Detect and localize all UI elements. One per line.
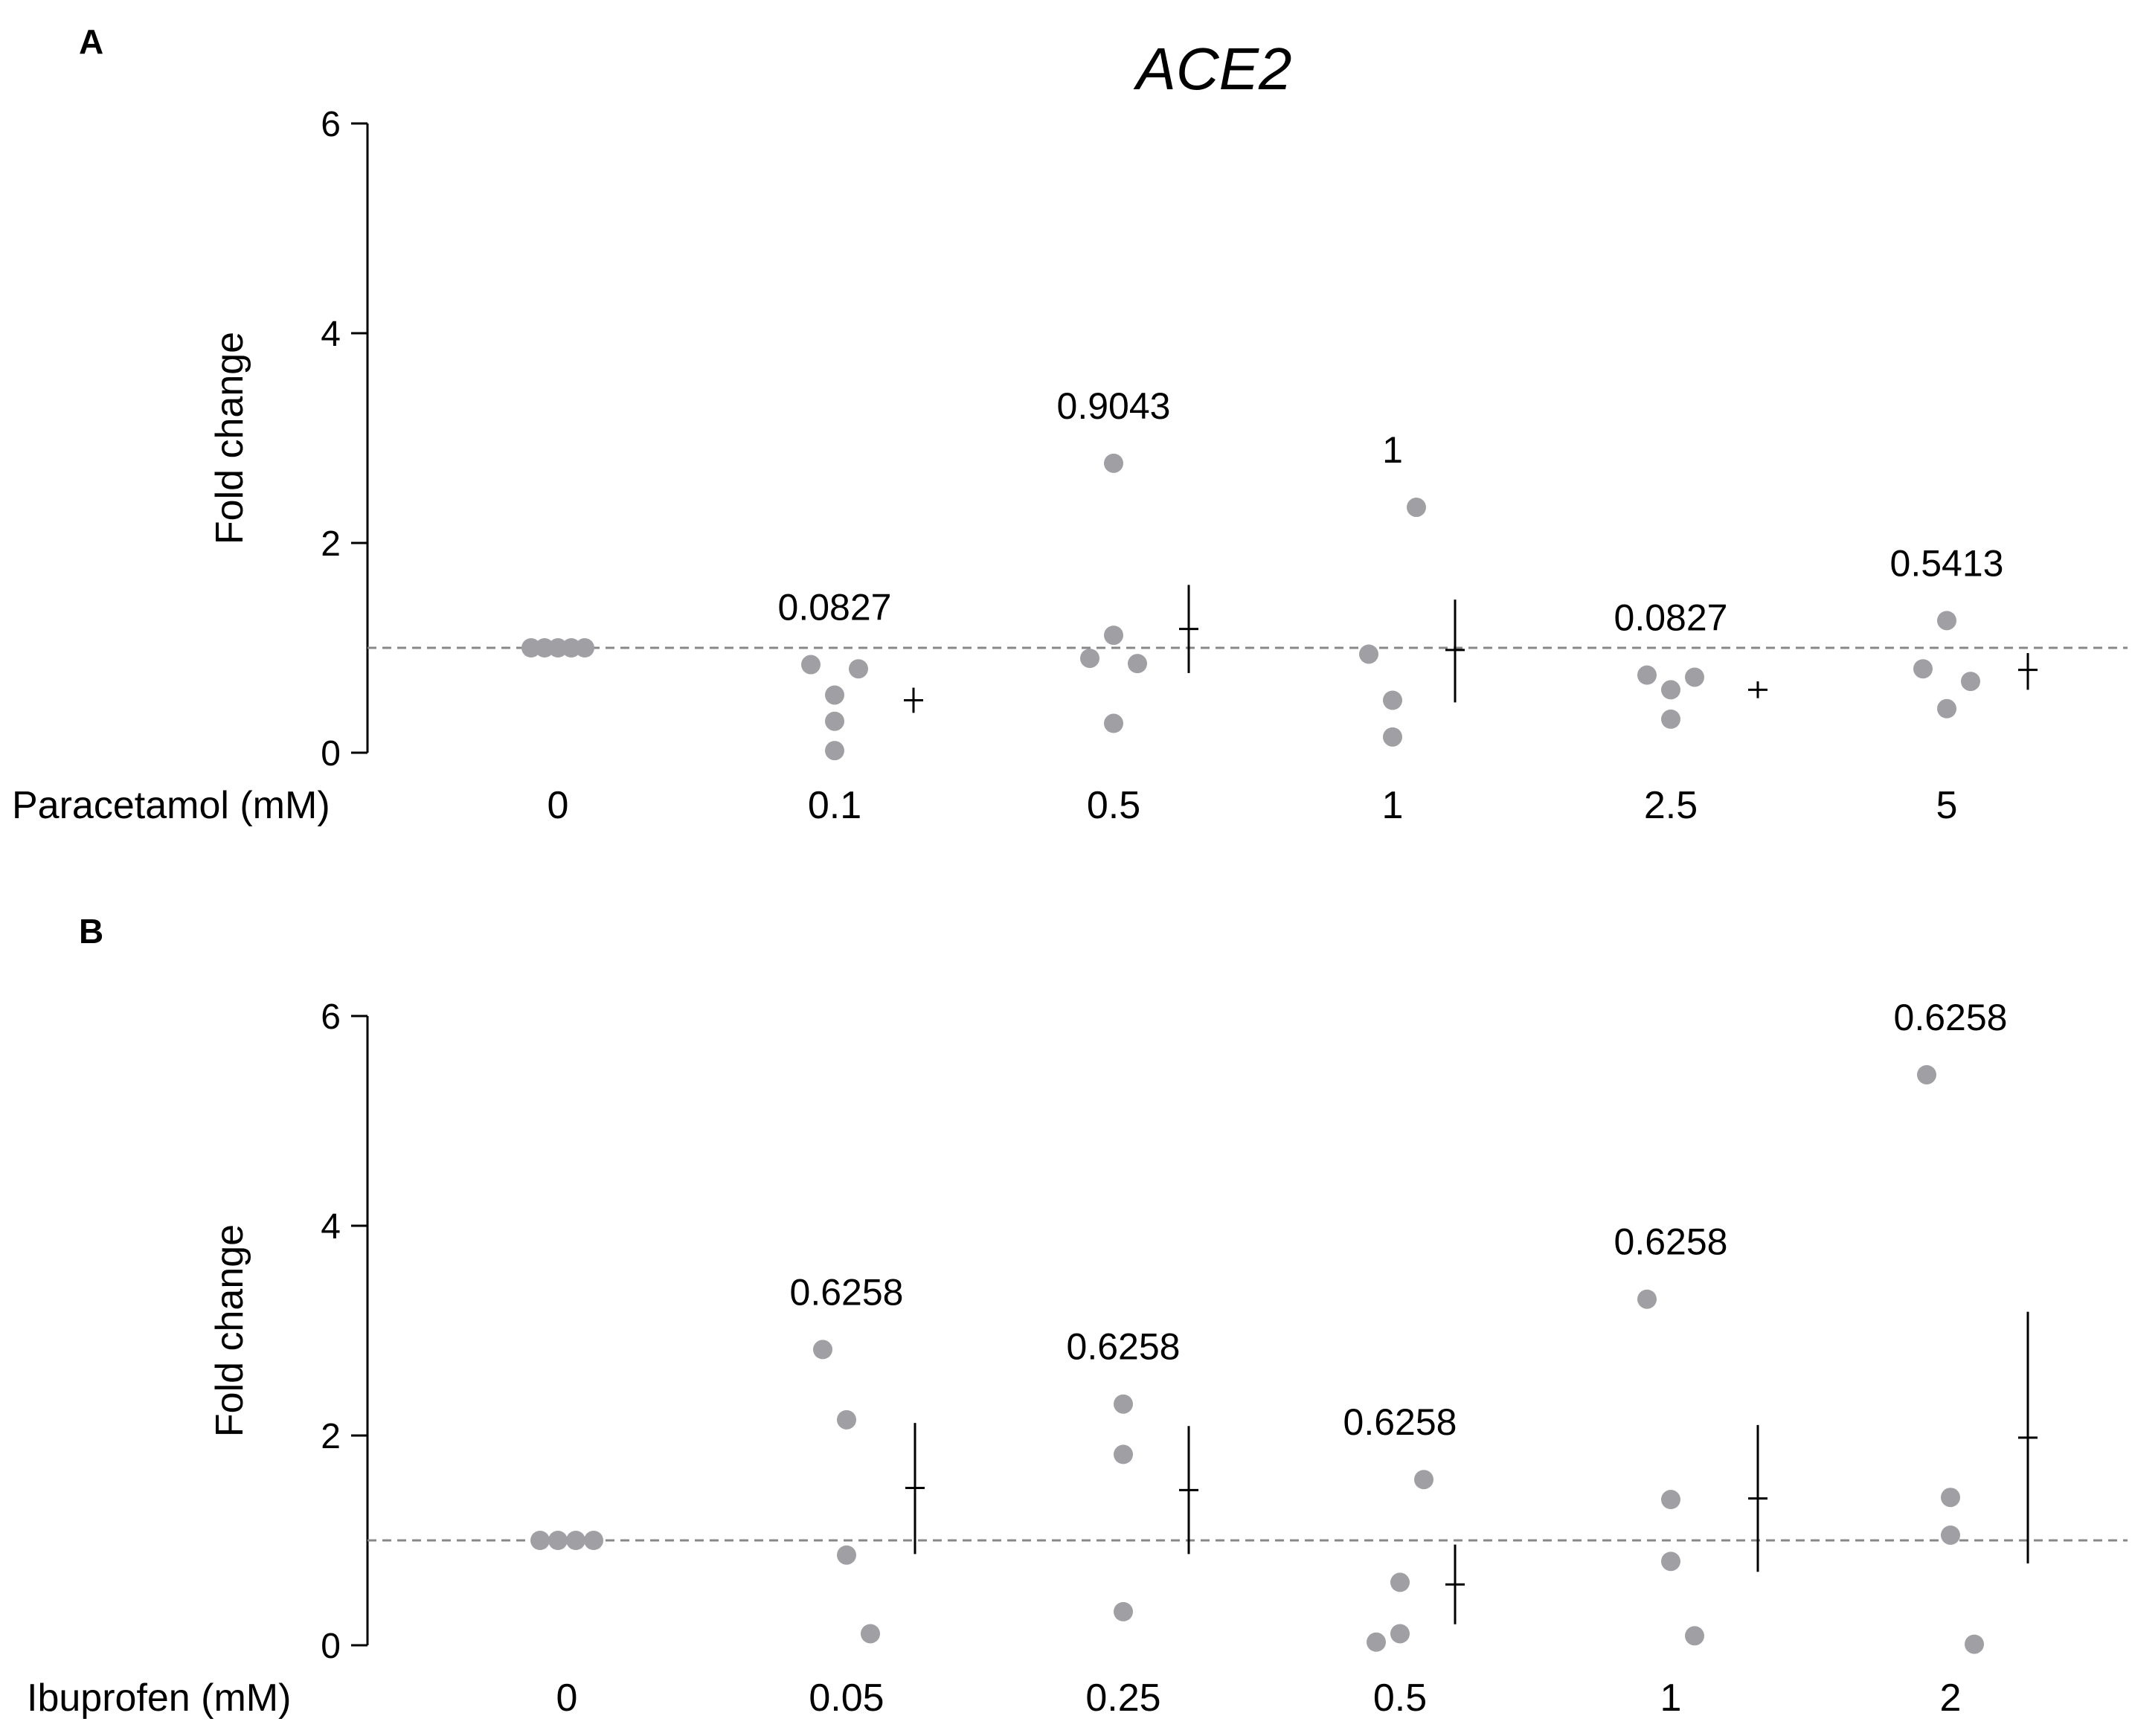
data-point <box>566 1531 585 1550</box>
category-label: 1 <box>1382 784 1404 827</box>
category-label: 0.25 <box>1085 1676 1160 1720</box>
figure-title: ACE2 <box>1134 36 1292 102</box>
data-point <box>1661 1490 1680 1510</box>
x-axis-label: Paracetamol (mM) <box>12 784 330 827</box>
data-point <box>1937 611 1956 631</box>
data-point <box>1383 690 1402 710</box>
data-point <box>1961 672 1980 692</box>
data-point <box>1941 1525 1960 1545</box>
data-point <box>801 655 821 675</box>
data-point <box>575 638 594 658</box>
data-point <box>1128 654 1147 674</box>
data-point <box>1685 667 1704 687</box>
category-label: 0.05 <box>809 1676 884 1720</box>
data-point <box>1685 1626 1704 1646</box>
data-point <box>837 1409 856 1430</box>
p-value-label: 0.6258 <box>1343 1401 1457 1443</box>
data-point <box>1104 713 1123 733</box>
y-tick-label: 6 <box>321 997 341 1037</box>
data-point <box>1407 498 1426 518</box>
data-point <box>837 1545 856 1565</box>
panel-a: A 0 2 4 6 Fold change Paracetamol (mM) 0 0.1 0.5 1… <box>12 22 2128 827</box>
panel-letter: A <box>79 22 103 61</box>
data-point <box>521 638 541 658</box>
data-point <box>1114 1444 1133 1465</box>
category-label: 0.5 <box>1373 1676 1427 1720</box>
data-point <box>813 1340 832 1360</box>
data-point <box>825 741 844 761</box>
data-point <box>1913 659 1933 679</box>
p-value-label: 0.0827 <box>1614 597 1728 639</box>
data-point <box>1917 1064 1936 1084</box>
p-value-label: 0.6258 <box>790 1271 904 1313</box>
data-point <box>530 1531 550 1550</box>
data-point <box>1367 1632 1386 1652</box>
data-point <box>1637 1289 1657 1309</box>
data-point <box>849 659 868 679</box>
data-point <box>1104 453 1123 473</box>
y-tick-label: 0 <box>321 1627 341 1666</box>
data-point <box>1661 1552 1680 1572</box>
data-point <box>1114 1394 1133 1414</box>
panel-letter: B <box>79 912 103 951</box>
category-label: 0.5 <box>1087 784 1140 827</box>
category-label: 1 <box>1660 1676 1682 1720</box>
data-point <box>1937 698 1956 718</box>
p-value-label: 0.6258 <box>1894 997 2008 1038</box>
data-point <box>548 638 568 658</box>
p-value-label: 0.6258 <box>1067 1326 1181 1368</box>
data-point <box>1359 644 1378 664</box>
data-point <box>861 1624 880 1644</box>
data-point <box>1383 727 1402 747</box>
category-label: 2 <box>1940 1676 1962 1720</box>
data-point <box>535 638 554 658</box>
category-label: 5 <box>1936 784 1958 827</box>
p-value-label: 0.9043 <box>1057 385 1171 427</box>
data-point <box>1637 665 1657 685</box>
y-tick-label: 4 <box>321 1207 341 1247</box>
category-label: 0 <box>548 784 569 827</box>
y-tick-label: 4 <box>321 315 341 354</box>
category-label: 0 <box>556 1676 578 1720</box>
data-point <box>1661 709 1680 729</box>
data-point <box>825 711 844 731</box>
x-axis-label: Ibuprofen (mM) <box>27 1676 291 1720</box>
y-tick-label: 2 <box>321 524 341 564</box>
category-label: 2.5 <box>1644 784 1698 827</box>
data-point <box>1414 1470 1433 1490</box>
y-tick-label: 2 <box>321 1417 341 1456</box>
data-point <box>584 1531 603 1550</box>
p-value-label: 0.6258 <box>1614 1221 1728 1263</box>
data-point <box>1104 626 1123 646</box>
y-tick-label: 0 <box>321 734 341 774</box>
data-point <box>1390 1572 1410 1592</box>
data-point <box>1114 1601 1133 1621</box>
data-point <box>1941 1488 1960 1508</box>
y-tick-label: 6 <box>321 105 341 144</box>
data-point <box>1390 1624 1410 1644</box>
data-point <box>1080 649 1099 669</box>
data-point <box>548 1531 568 1550</box>
data-point <box>1661 680 1680 700</box>
panel-b: B 0 2 4 6 Fold change Ibuprofen (mM) 0 0.05 0.25 0… <box>27 912 2128 1720</box>
data-point <box>562 638 581 658</box>
p-value-label: 1 <box>1382 429 1403 471</box>
data-point <box>1965 1634 1984 1654</box>
data-point <box>825 685 844 705</box>
p-value-label: 0.0827 <box>778 587 892 629</box>
y-axis-label: Fold change <box>208 1224 251 1437</box>
category-label: 0.1 <box>808 784 861 827</box>
p-value-label: 0.5413 <box>1890 542 2004 584</box>
y-axis-label: Fold change <box>208 332 251 544</box>
